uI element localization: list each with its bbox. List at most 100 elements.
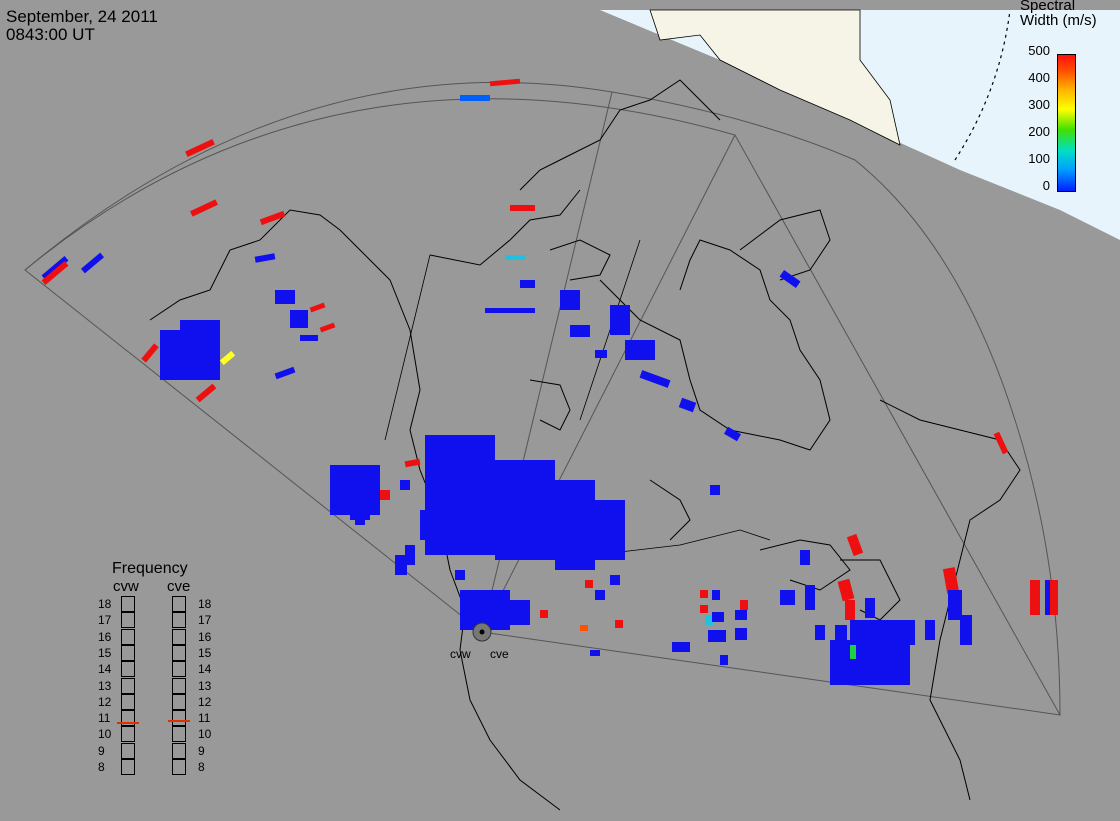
frequency-cell xyxy=(172,710,186,727)
range-cell xyxy=(615,620,623,628)
range-cell xyxy=(610,305,630,335)
range-cell xyxy=(700,590,708,598)
range-cell xyxy=(395,555,407,575)
range-cell xyxy=(708,630,726,642)
range-cell xyxy=(712,590,720,600)
frequency-tick: 11 xyxy=(98,711,111,726)
range-cell xyxy=(355,515,365,525)
frequency-tick: 10 xyxy=(198,727,212,742)
range-cell xyxy=(800,550,810,565)
range-cell xyxy=(259,210,286,226)
range-cell xyxy=(805,585,815,610)
frequency-cell xyxy=(172,726,186,743)
frequency-tick: 14 xyxy=(98,662,112,677)
range-cell xyxy=(780,590,795,605)
date-label: September, 24 2011 xyxy=(6,7,158,26)
range-cell xyxy=(1050,580,1058,615)
frequency-tick: 16 xyxy=(198,629,212,644)
range-cell xyxy=(905,620,915,645)
range-cell xyxy=(274,366,296,380)
site-label-cve: cve xyxy=(490,647,509,661)
range-cell xyxy=(275,290,295,304)
radar-site-dot xyxy=(479,629,485,635)
radar-label-cve: cve xyxy=(167,578,191,595)
colorbar-tick: 400 xyxy=(1028,70,1050,85)
frequency-tick: 17 xyxy=(98,613,112,628)
greenland-land xyxy=(649,9,901,146)
frequency-tick: 18 xyxy=(198,597,212,611)
frequency-cell xyxy=(121,710,135,727)
frequency-tick: 15 xyxy=(198,645,212,660)
range-cell xyxy=(779,269,801,289)
range-cell xyxy=(712,612,724,622)
colorbar-tick: 200 xyxy=(1028,124,1050,139)
range-cell xyxy=(560,290,580,310)
frequency-cell xyxy=(121,628,135,645)
range-cell xyxy=(720,655,728,665)
range-cell xyxy=(195,383,217,403)
frequency-cell xyxy=(172,661,186,678)
range-cell xyxy=(735,610,747,620)
frequency-tick: 12 xyxy=(198,694,212,709)
time-label: 0843:00 UT xyxy=(6,25,95,44)
range-cell xyxy=(740,600,748,610)
latitude-circle xyxy=(954,9,1011,161)
daylight-region xyxy=(600,10,1120,240)
range-cell xyxy=(948,590,962,620)
frequency-tick: 9 xyxy=(98,743,105,758)
range-cell xyxy=(580,625,588,631)
range-cell xyxy=(600,520,625,550)
colorbar-tick: 500 xyxy=(1028,43,1050,58)
frequency-cell xyxy=(172,596,186,612)
range-cell xyxy=(41,256,69,280)
frequency-tick: 14 xyxy=(198,662,212,677)
range-cell xyxy=(590,650,600,656)
site-label-cvw: cvw xyxy=(450,647,471,661)
range-cell xyxy=(190,199,218,217)
range-cell xyxy=(180,320,220,340)
range-cell xyxy=(254,253,276,263)
frequency-tick: 17 xyxy=(198,613,212,628)
range-cell xyxy=(405,545,415,565)
range-cell xyxy=(845,600,855,620)
range-cell xyxy=(830,640,910,685)
range-cell xyxy=(41,261,69,285)
range-cell xyxy=(700,605,708,613)
frequency-cell xyxy=(121,726,135,743)
range-cell xyxy=(837,578,855,602)
frequency-tick: 18 xyxy=(98,597,112,611)
range-cell xyxy=(300,335,318,341)
frequency-cell xyxy=(121,742,135,759)
frequency-cell xyxy=(172,759,186,775)
range-cell xyxy=(485,308,535,313)
range-cell xyxy=(942,567,960,594)
frequency-cell xyxy=(121,596,135,612)
frequency-cell xyxy=(172,677,186,694)
radar-label-cvw: cvw xyxy=(113,578,139,595)
range-cell xyxy=(80,252,105,274)
range-cell xyxy=(672,642,690,652)
frequency-tick: 8 xyxy=(198,760,205,774)
range-cell xyxy=(570,500,600,540)
frequency-tick: 16 xyxy=(98,629,112,644)
range-cell xyxy=(219,350,236,366)
range-cell xyxy=(495,460,555,560)
range-cell xyxy=(710,485,720,495)
range-cell xyxy=(815,625,825,640)
range-cell xyxy=(678,397,697,413)
range-cell xyxy=(595,350,607,358)
range-cell xyxy=(993,431,1009,455)
range-cell xyxy=(290,310,308,328)
range-cell xyxy=(639,370,671,388)
range-cell xyxy=(960,615,972,645)
frequency-tick: 8 xyxy=(98,760,105,774)
frequency-tick: 15 xyxy=(98,645,112,660)
frequency-cell xyxy=(121,759,135,775)
radar-fov-outline xyxy=(24,98,1061,716)
frequency-marker-cvw xyxy=(117,721,139,724)
range-cell xyxy=(510,205,535,211)
range-cell xyxy=(319,322,336,333)
colorbar-title: Spectral xyxy=(1020,0,1076,14)
range-cell xyxy=(195,360,215,380)
